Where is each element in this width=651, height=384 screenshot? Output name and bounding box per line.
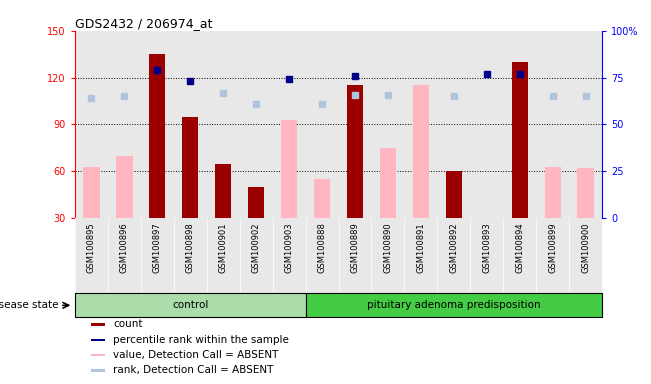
Bar xyxy=(90,354,105,356)
Bar xyxy=(512,62,528,218)
Bar xyxy=(314,179,330,218)
Text: GSM100896: GSM100896 xyxy=(120,222,129,273)
Bar xyxy=(380,148,396,218)
Text: disease state: disease state xyxy=(0,300,59,310)
Bar xyxy=(544,167,561,218)
Bar xyxy=(90,323,105,326)
Bar xyxy=(149,54,165,218)
Text: GSM100902: GSM100902 xyxy=(252,222,260,273)
Bar xyxy=(215,164,231,218)
Text: pituitary adenoma predisposition: pituitary adenoma predisposition xyxy=(367,300,541,310)
Text: GSM100895: GSM100895 xyxy=(87,222,96,273)
Bar xyxy=(347,85,363,218)
Bar xyxy=(75,293,305,318)
Text: GSM100901: GSM100901 xyxy=(219,222,228,273)
Bar xyxy=(577,168,594,218)
Bar xyxy=(116,156,133,218)
Bar xyxy=(305,293,602,318)
Text: value, Detection Call = ABSENT: value, Detection Call = ABSENT xyxy=(113,350,279,360)
Text: GSM100892: GSM100892 xyxy=(449,222,458,273)
Bar xyxy=(248,187,264,218)
Text: GSM100899: GSM100899 xyxy=(548,222,557,273)
Text: GSM100891: GSM100891 xyxy=(417,222,425,273)
Text: count: count xyxy=(113,319,143,329)
Bar xyxy=(182,117,199,218)
Text: rank, Detection Call = ABSENT: rank, Detection Call = ABSENT xyxy=(113,366,273,376)
Text: control: control xyxy=(172,300,208,310)
Text: GSM100903: GSM100903 xyxy=(284,222,294,273)
Text: GSM100894: GSM100894 xyxy=(516,222,524,273)
Text: percentile rank within the sample: percentile rank within the sample xyxy=(113,335,289,345)
Text: GSM100889: GSM100889 xyxy=(350,222,359,273)
Bar xyxy=(413,85,429,218)
Bar xyxy=(90,369,105,372)
Bar xyxy=(83,167,100,218)
Text: GSM100890: GSM100890 xyxy=(383,222,393,273)
Bar xyxy=(281,120,298,218)
Text: GSM100893: GSM100893 xyxy=(482,222,492,273)
Bar xyxy=(90,339,105,341)
Text: GSM100900: GSM100900 xyxy=(581,222,590,273)
Text: GDS2432 / 206974_at: GDS2432 / 206974_at xyxy=(75,17,212,30)
Text: GSM100888: GSM100888 xyxy=(318,222,327,273)
Bar xyxy=(446,171,462,218)
Text: GSM100897: GSM100897 xyxy=(153,222,161,273)
Text: GSM100898: GSM100898 xyxy=(186,222,195,273)
